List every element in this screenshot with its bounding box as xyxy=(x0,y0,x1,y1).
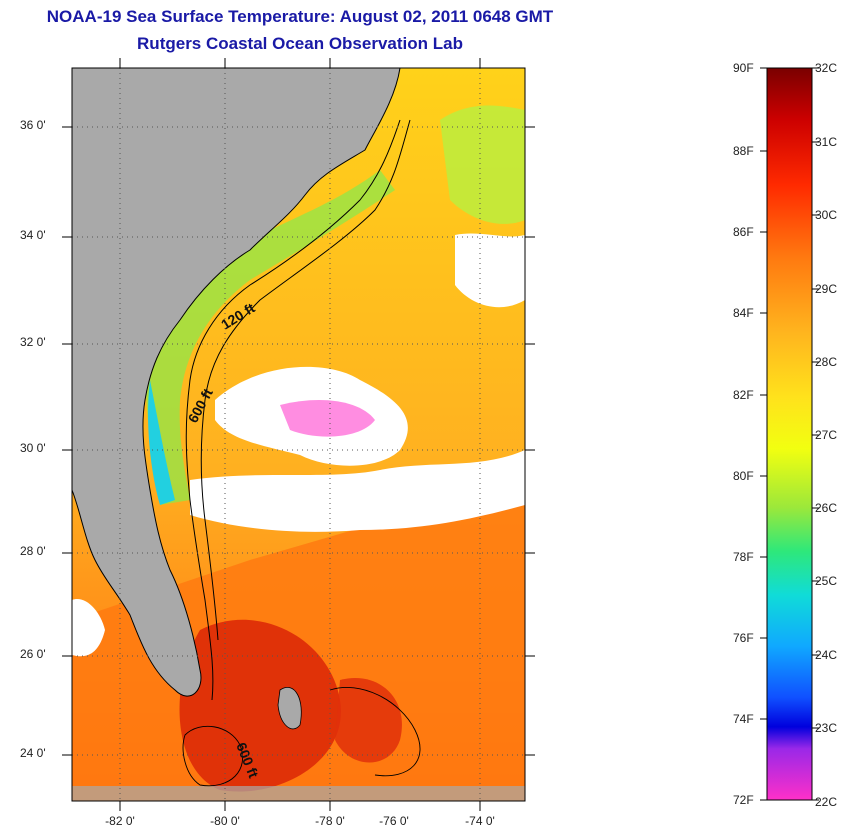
us-southeast-landmass xyxy=(72,68,401,697)
lon-label-74: -74 0' xyxy=(465,814,495,828)
lat-label-34: 34 0' xyxy=(20,228,46,242)
contour-120ft xyxy=(185,119,401,701)
upwelling-cold-band xyxy=(148,380,175,505)
graticule xyxy=(72,68,525,801)
colorbar-label-23c: 23C xyxy=(815,721,838,735)
map-frame xyxy=(71,67,526,802)
axis-ticks xyxy=(62,58,535,811)
colorbar-label-84f: 84F xyxy=(733,306,754,320)
colorbar-label-27c: 27C xyxy=(815,428,838,442)
lat-label-36: 36 0' xyxy=(20,118,46,132)
lon-label-76: -76 0' xyxy=(379,814,409,828)
colorbar-label-29c: 29C xyxy=(815,282,838,296)
colorbar-label-74f: 74F xyxy=(733,712,754,726)
contour-600ft-bahamas xyxy=(182,725,244,787)
cuba-edge xyxy=(72,786,525,801)
lon-label-78: -78 0' xyxy=(315,814,345,828)
contour-bahamas-bank xyxy=(329,686,421,777)
colorbar-label-24c: 24C xyxy=(815,648,838,662)
colorbar-label-88f: 88F xyxy=(733,144,754,158)
temperature-colorbar xyxy=(766,67,813,801)
colorbar-label-28c: 28C xyxy=(815,355,838,369)
colorbar-label-30c: 30C xyxy=(815,208,838,222)
lat-label-24: 24 0' xyxy=(20,746,46,760)
lat-label-32: 32 0' xyxy=(20,335,46,349)
colorbar-label-82f: 82F xyxy=(733,388,754,402)
gulf-cloud xyxy=(72,599,105,657)
map-panel: 120 ft 600 ft 600 ft xyxy=(72,68,525,801)
colorbar-label-76f: 76F xyxy=(733,631,754,645)
lat-label-26: 26 0' xyxy=(20,647,46,661)
colorbar-ticks xyxy=(760,67,819,801)
lat-label-30: 30 0' xyxy=(20,441,46,455)
map-title: NOAA-19 Sea Surface Temperature: August … xyxy=(46,7,554,26)
colorbar-label-80f: 80F xyxy=(733,469,754,483)
cloud-patch-ne xyxy=(455,233,525,308)
cool-offshore-patch xyxy=(440,105,525,224)
cloud-edge-artifacts xyxy=(280,400,375,437)
cool-coastal-band xyxy=(145,170,395,505)
colorbar-label-22c: 22C xyxy=(815,795,838,809)
hot-water-region xyxy=(179,619,341,792)
bahamas-island xyxy=(277,687,302,730)
colorbar-label-32c: 32C xyxy=(815,61,838,75)
lon-label-82: -82 0' xyxy=(105,814,135,828)
colorbar-label-26c: 26C xyxy=(815,501,838,515)
colorbar-label-90f: 90F xyxy=(733,61,754,75)
lon-label-80: -80 0' xyxy=(210,814,240,828)
colorbar-label-86f: 86F xyxy=(733,225,754,239)
contour-600ft xyxy=(200,119,411,641)
colorbar-label-78f: 78F xyxy=(733,550,754,564)
lat-label-28: 28 0' xyxy=(20,544,46,558)
colorbar-label-25c: 25C xyxy=(815,574,838,588)
cloud-band xyxy=(190,450,525,532)
map-subtitle: Rutgers Coastal Ocean Observation Lab xyxy=(137,34,463,53)
colorbar-label-31c: 31C xyxy=(815,135,838,149)
colorbar-label-72f: 72F xyxy=(733,793,754,807)
